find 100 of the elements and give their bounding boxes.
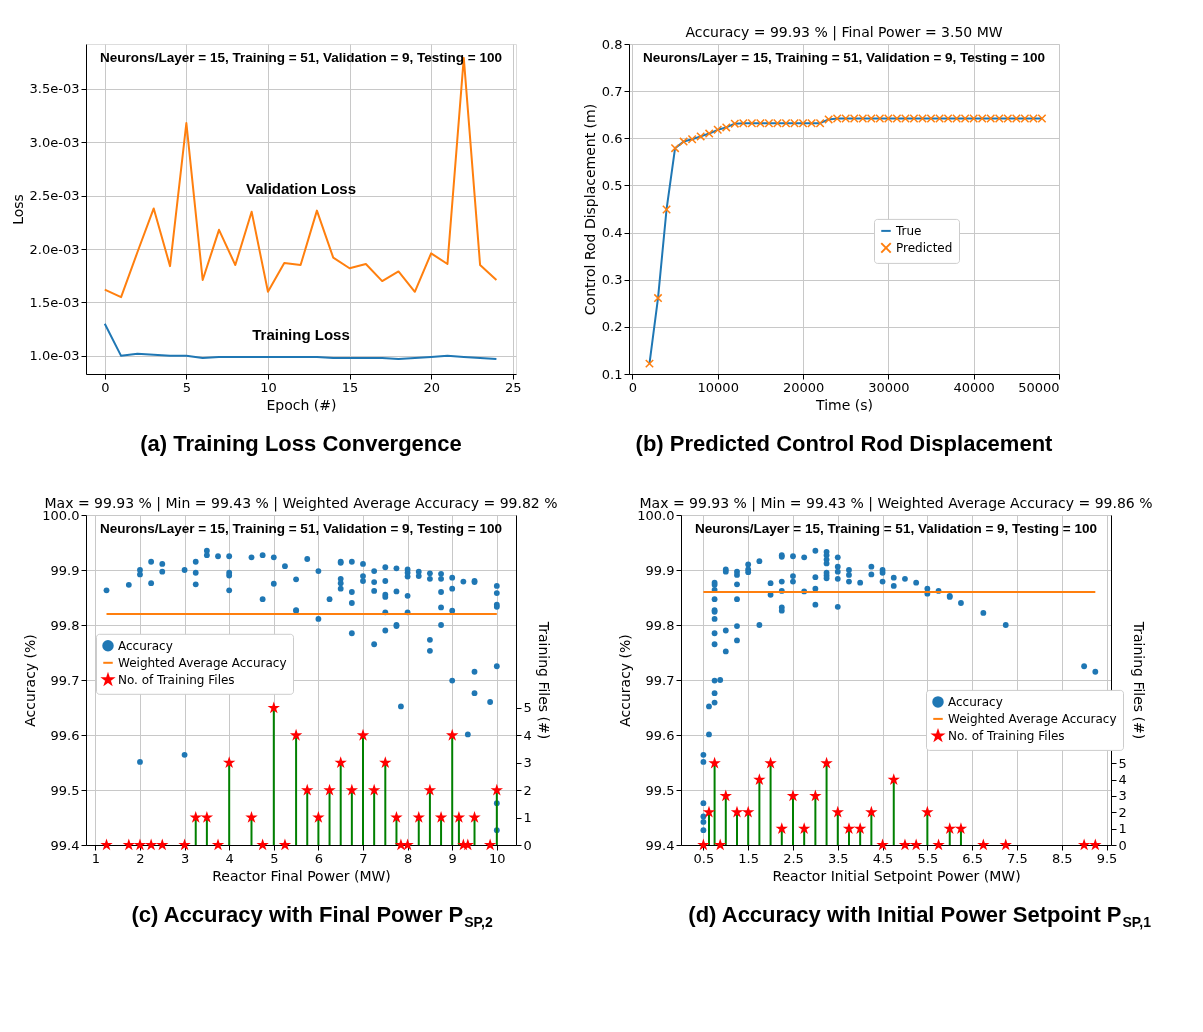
y-tick-label: 99.4	[645, 837, 675, 853]
point	[133, 838, 147, 851]
y-tick-label: 0.3	[601, 272, 623, 288]
legend-label: No. of Training Files	[118, 672, 235, 687]
y2-tick-label: 5	[523, 700, 532, 716]
x-tick-label: 8	[403, 850, 413, 866]
point	[797, 822, 811, 834]
point	[1003, 114, 1013, 123]
point	[256, 838, 269, 851]
point	[738, 118, 748, 128]
y-axis-title: Control Rod Displacement (m)	[581, 103, 598, 316]
point	[921, 805, 934, 818]
point	[926, 114, 936, 123]
x-tick-label: 7	[359, 850, 368, 866]
y2-tick-label: 4	[523, 727, 532, 743]
point	[781, 118, 791, 128]
y-tick-label: 99.5	[645, 782, 675, 798]
x-tick-label: 1	[91, 850, 101, 866]
point	[301, 783, 314, 796]
point	[1077, 838, 1091, 851]
y-tick-label: 0.1	[601, 366, 623, 382]
y2-axis-title: Training Files (#)	[1130, 620, 1147, 740]
y-tick-label: 0.7	[601, 83, 623, 99]
point	[832, 114, 842, 123]
y2-tick-label: 1	[1118, 821, 1127, 837]
legend-label: Predicted	[896, 240, 953, 255]
point	[775, 822, 788, 834]
legend-label: Accuracy	[948, 694, 1003, 709]
line-series	[648, 117, 1043, 365]
y-tick-label: 2.5e-03	[29, 188, 80, 204]
point	[755, 118, 765, 128]
y2-tick-label: 0	[1118, 837, 1127, 853]
point	[713, 125, 723, 135]
point	[994, 114, 1004, 123]
x-tick-label: 5.5	[917, 850, 939, 866]
point	[820, 756, 833, 769]
y-tick-label: 99.8	[645, 617, 675, 633]
line-series	[103, 322, 498, 361]
point	[390, 811, 403, 823]
y2-tick-label: 2	[1118, 804, 1127, 820]
x-tick-label: 40000	[953, 379, 995, 395]
point	[831, 805, 844, 818]
point	[999, 838, 1012, 851]
y-tick-label: 1.5e-03	[29, 294, 80, 310]
point	[853, 822, 867, 834]
point	[909, 114, 919, 123]
point	[883, 114, 893, 123]
point	[200, 811, 214, 823]
point	[721, 122, 731, 132]
legend-label: No. of Training Files	[948, 728, 1065, 743]
x-tick-label: 15	[341, 379, 359, 395]
point	[702, 805, 716, 818]
x-axis-title: Reactor Initial Setpoint Power (MW)	[772, 867, 1021, 884]
y-axis-title: Accuracy (%)	[22, 634, 39, 727]
y-tick-label: 99.5	[50, 782, 80, 798]
x-tick-label: 0.5	[693, 850, 715, 866]
point	[490, 783, 504, 796]
y-tick-label: 0.2	[601, 319, 623, 335]
point	[918, 114, 927, 123]
x-tick-label: 5	[182, 379, 191, 395]
x-tick-label: 10	[489, 850, 506, 866]
y-axis-title: Accuracy (%)	[617, 634, 634, 727]
point	[713, 838, 727, 851]
x-tick-label: 4	[225, 850, 234, 866]
point	[245, 811, 258, 823]
point	[730, 805, 744, 818]
x-tick-label: 10	[260, 379, 277, 395]
y-tick-label: 0.5	[601, 177, 623, 193]
x-tick-label: 0	[101, 379, 110, 395]
series-label: Training Loss	[252, 325, 350, 343]
point	[747, 118, 757, 128]
point	[807, 118, 817, 128]
point	[144, 838, 158, 851]
y2-tick-label: 4	[1118, 772, 1127, 788]
point	[986, 114, 996, 123]
point	[704, 129, 714, 139]
point	[900, 114, 910, 123]
point	[670, 143, 680, 153]
y-axis-title: Loss	[9, 194, 26, 225]
point	[876, 838, 889, 851]
x-axis-title: Time (s)	[815, 396, 873, 413]
x-tick-label: 9	[448, 850, 457, 866]
point	[790, 118, 799, 128]
y-tick-label: 99.8	[50, 617, 80, 633]
y-tick-label: 0.4	[601, 225, 623, 241]
x-tick-label: 8.5	[1051, 850, 1073, 866]
annotation: Neurons/Layer = 15, Training = 51, Validation = 9, Testing = 100	[100, 521, 502, 536]
point	[122, 838, 136, 851]
x-tick-label: 6	[314, 850, 324, 866]
point	[468, 811, 481, 823]
x-tick-label: 20000	[782, 379, 825, 395]
y-tick-label: 0.8	[601, 36, 623, 52]
point	[278, 838, 292, 851]
point	[708, 756, 721, 769]
point	[875, 114, 885, 123]
series-label: Validation Loss	[245, 179, 357, 197]
x-tick-label: 20	[423, 379, 440, 395]
y2-tick-label: 0	[523, 837, 532, 853]
point	[730, 119, 740, 129]
point	[786, 789, 800, 802]
